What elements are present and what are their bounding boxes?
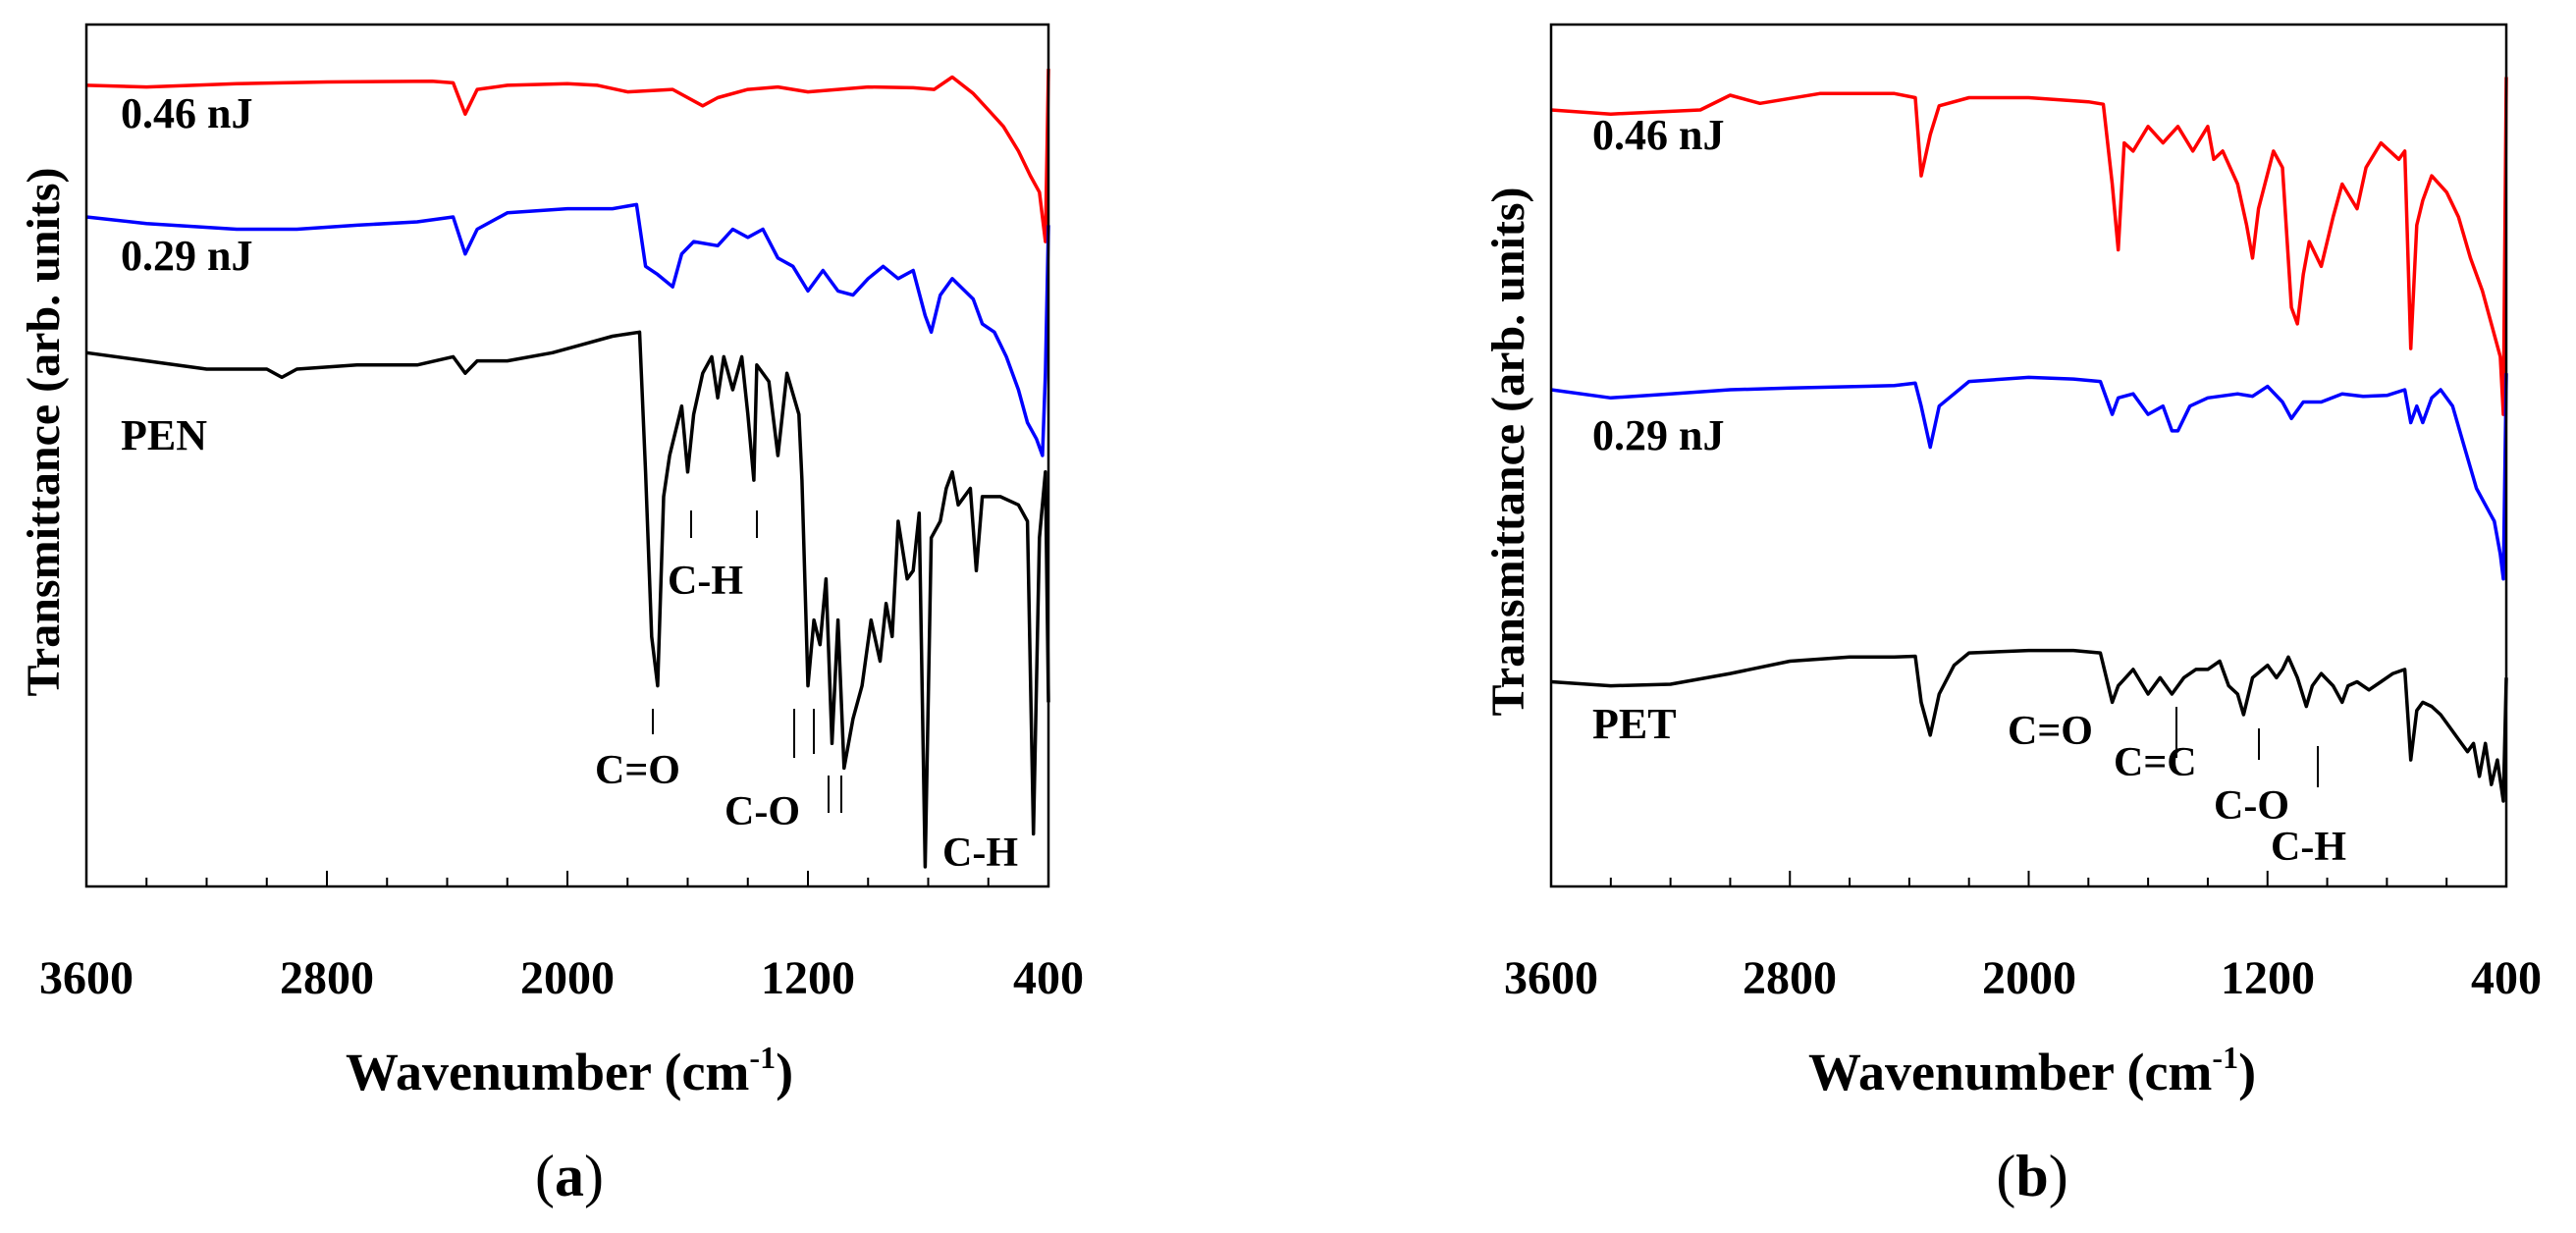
panel-b-annotation-ch: C-H	[2271, 825, 2346, 870]
panel-a-series-label-1: 0.46 nJ	[121, 89, 252, 137]
panel-a-xtick-label: 400	[1013, 952, 1084, 1004]
panel-b-series-label-2: 0.29 nJ	[1592, 411, 1724, 459]
panel-a-xtick-label: 2000	[520, 952, 615, 1004]
panel-a-series	[85, 69, 1050, 869]
panel-a-xtick-label: 3600	[39, 952, 134, 1004]
panel-b-ticks	[1550, 871, 2507, 886]
panel-b-series-line-3	[1550, 648, 2508, 803]
panel-b-series-line-2	[1550, 373, 2508, 581]
panel-b-xtick-label: 400	[2471, 952, 2542, 1004]
panel-b-y-axis-label: Transmittance (arb. units)	[1482, 187, 1534, 716]
panel-a-ticks	[85, 871, 1049, 886]
panel-a-caption: (a)	[535, 1144, 604, 1208]
panel-a-peak-markers	[652, 510, 842, 813]
panel-a-annotation-co-double: C=O	[595, 748, 680, 793]
panel-a-x-axis-label: Wavenumber (cm-1)	[346, 1040, 793, 1101]
panel-b-series	[1550, 77, 2508, 803]
panel-b-series-label-3: PET	[1592, 700, 1677, 748]
panel-a: 0.46 nJ 0.29 nJ PEN C-H C=O C-O C-H 3600…	[18, 23, 1084, 1208]
panel-b-peak-markers	[2175, 707, 2319, 787]
panel-a-series-line-1	[85, 69, 1050, 243]
panel-b-annotation-cc: C=C	[2114, 740, 2197, 785]
panel-a-y-axis-label: Transmittance (arb. units)	[18, 167, 70, 696]
panel-a-series-label-2: 0.29 nJ	[121, 232, 252, 280]
panel-b-xtick-label: 3600	[1504, 952, 1598, 1004]
panel-a-series-line-2	[85, 202, 1050, 457]
panel-b-xtick-label: 2000	[1982, 952, 2076, 1004]
panel-a-xtick-label: 2800	[280, 952, 374, 1004]
panel-b-series-line-1	[1550, 77, 2508, 416]
panel-a-series-line-3	[85, 330, 1050, 869]
panel-b-x-axis-label: Wavenumber (cm-1)	[1808, 1040, 2256, 1101]
panel-b-annotation-co-double: C=O	[2008, 709, 2093, 754]
panel-b-series-label-1: 0.46 nJ	[1592, 111, 1724, 159]
panel-a-annotation-co-single: C-O	[724, 789, 800, 834]
panel-b-plot-frame	[1549, 23, 2508, 888]
panel-a-xtick-label: 1200	[761, 952, 855, 1004]
panel-a-plot-frame	[84, 23, 1050, 888]
panel-b-caption: (b)	[1996, 1144, 2067, 1208]
panel-b-annotation-co-single: C-O	[2214, 783, 2289, 829]
panel-b: 0.46 nJ 0.29 nJ PET C=O C=C C-O C-H 3600…	[1482, 23, 2542, 1208]
panel-b-xtick-label: 2800	[1743, 952, 1837, 1004]
panel-a-series-label-3: PEN	[121, 411, 207, 459]
panel-a-annotation-ch-2: C-H	[942, 831, 1018, 876]
panel-b-xtick-label: 1200	[2221, 952, 2315, 1004]
panel-a-annotation-ch-1: C-H	[668, 559, 743, 604]
